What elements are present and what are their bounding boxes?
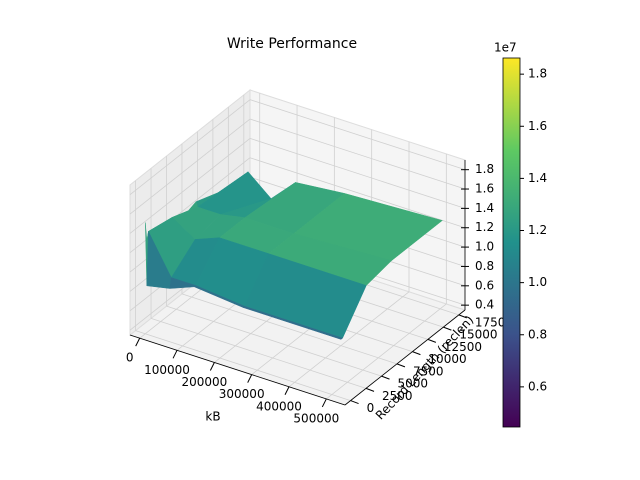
y-tick-label: 0: [367, 401, 375, 415]
grid-line: [129, 138, 251, 234]
y-tick-label: 7500: [413, 364, 444, 378]
z-tick-label: 1.8: [475, 162, 494, 176]
x-tick: [284, 386, 290, 395]
x-tick: [135, 337, 141, 347]
x-tick: [321, 398, 327, 408]
z-tick-label: 1.4: [475, 201, 494, 215]
grid-line: [181, 293, 398, 365]
y-tick: [396, 363, 406, 368]
z-tick-label: 1.0: [475, 240, 494, 254]
grid-line: [249, 99, 466, 171]
colorbar: [502, 57, 521, 428]
grid-line: [129, 99, 251, 195]
y-tick: [458, 314, 467, 319]
y-tick: [381, 375, 390, 380]
grid-line: [326, 303, 447, 400]
y-tick: [443, 326, 452, 331]
grid-line: [249, 118, 466, 190]
y-tick-label: 12500: [444, 340, 482, 354]
colorbar-tick-label: 1.8: [528, 67, 547, 81]
z-tick-label: 0.6: [475, 278, 494, 292]
chart-title: Write Performance: [227, 36, 357, 52]
x-tick: [247, 374, 253, 383]
x-tick-label: 500000: [293, 411, 339, 425]
z-tick-label: 1.6: [475, 182, 494, 196]
z-tick-label: 1.2: [475, 220, 494, 234]
x-tick: [172, 350, 178, 359]
y-tick: [412, 351, 421, 356]
colorbar-tick-label: 1.4: [528, 171, 547, 185]
x-tick-label: 300000: [219, 387, 265, 401]
x-tick-label: 200000: [181, 375, 227, 389]
y-tick-label: 5000: [397, 377, 428, 391]
colorbar-tick-label: 1.6: [528, 119, 547, 133]
colorbar-tick-label: 1.2: [528, 223, 547, 237]
x-axis-label: kB: [205, 410, 220, 424]
colorbar-tick-label: 0.8: [528, 327, 547, 341]
x-tick-label: 400000: [256, 399, 302, 413]
colorbar-tick-label: 1.0: [528, 275, 547, 289]
x-tick-label: 100000: [144, 363, 190, 377]
surface-cell: [242, 306, 344, 340]
z-tick-label: 0.8: [475, 259, 494, 273]
grid-line: [166, 305, 382, 377]
grid-line: [135, 330, 351, 401]
x-tick-label: 0: [126, 351, 134, 365]
axis-line: [344, 309, 466, 406]
grid-line: [150, 317, 367, 389]
z-tick-label: 0.4: [475, 298, 494, 312]
grid-line: [249, 138, 466, 209]
y-tick-label: 2500: [382, 389, 413, 403]
colorbar-offset: 1e7: [494, 41, 517, 55]
y-tick: [350, 400, 359, 405]
y-tick-label: 10000: [428, 352, 466, 366]
grid-line: [129, 118, 251, 215]
axis-line: [129, 334, 346, 406]
y-tick: [365, 387, 375, 392]
grid-line: [249, 157, 466, 229]
colorbar-tick-label: 0.6: [528, 379, 547, 393]
y-tick: [427, 338, 437, 343]
y-tick-label: 15000: [459, 328, 497, 342]
x-tick: [209, 362, 215, 371]
grid-line: [288, 291, 410, 388]
